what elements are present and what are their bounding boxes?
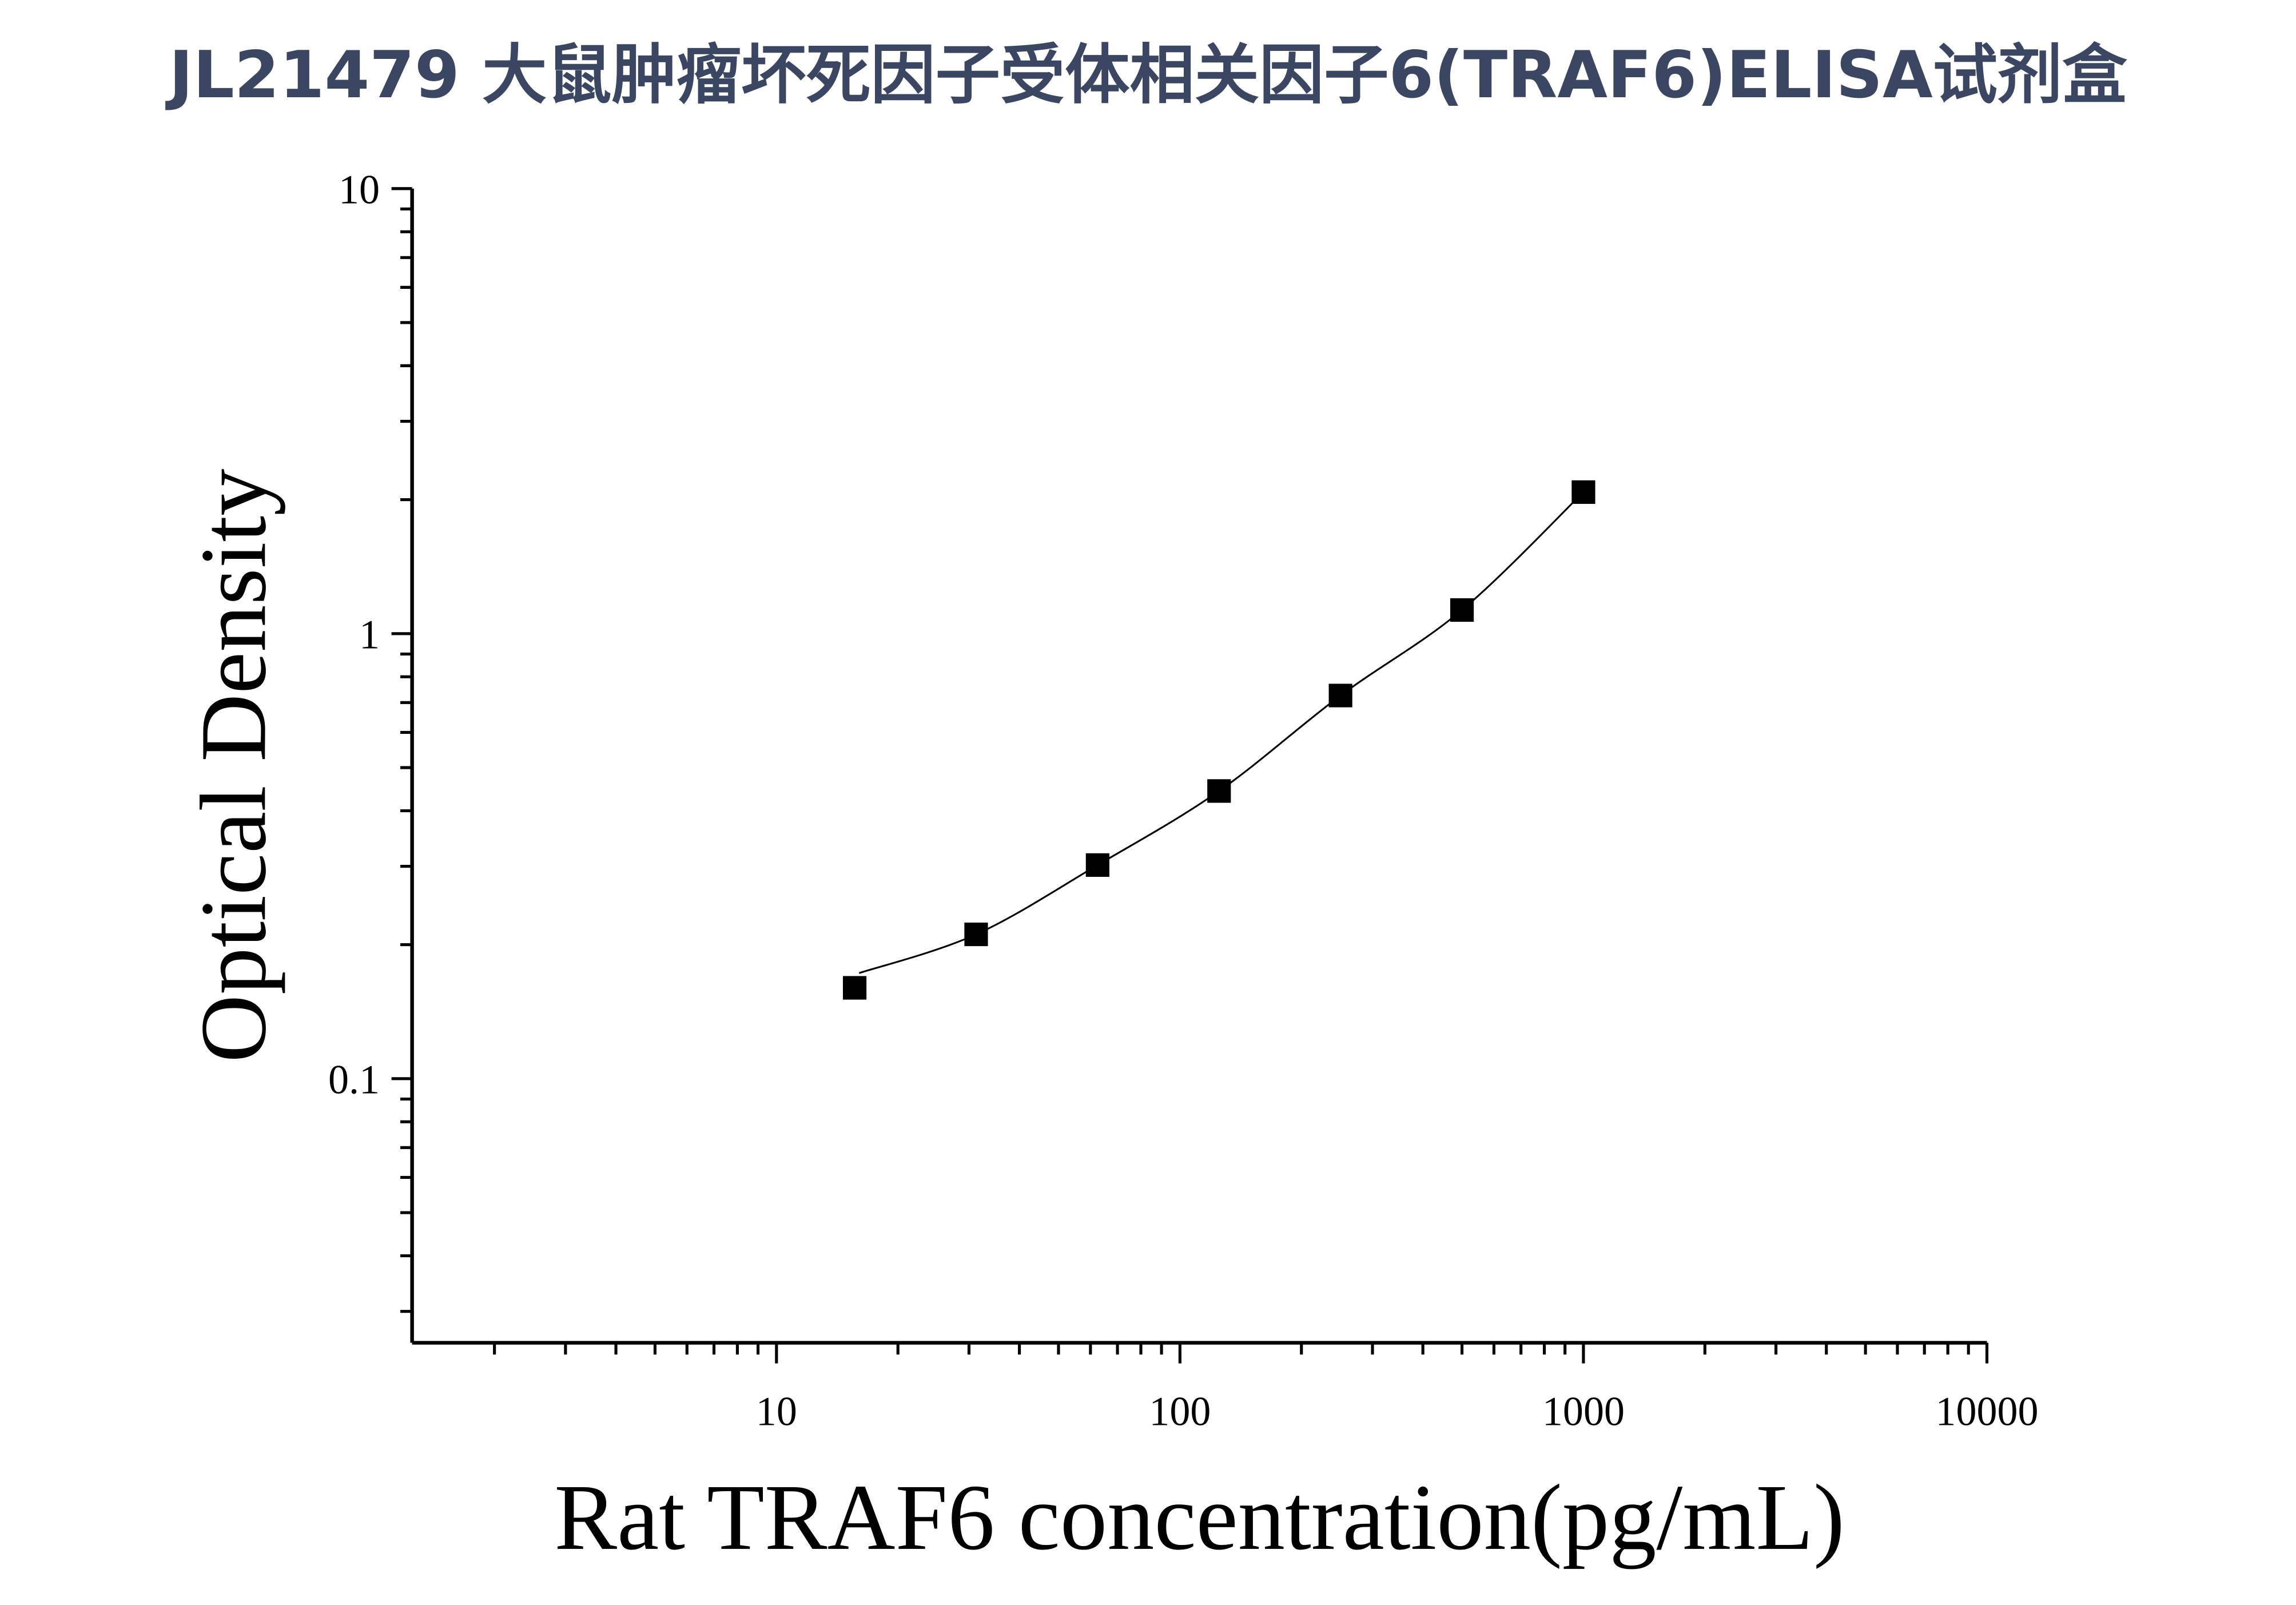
data-point: [1450, 598, 1474, 622]
data-points: [842, 480, 1595, 1000]
data-point: [1571, 480, 1595, 504]
y-axis-label: Optical Density: [181, 468, 285, 1062]
y-tick-label: 1: [359, 612, 380, 658]
data-point: [842, 976, 867, 1000]
data-point: [964, 922, 988, 947]
x-tick-label: 10: [756, 1389, 797, 1435]
data-point: [1085, 853, 1109, 877]
data-point: [1328, 684, 1352, 708]
y-tick-labels: 0.1 1 10: [328, 166, 380, 1102]
x-tick-label: 100: [1149, 1389, 1211, 1435]
y-tick-label: 0.1: [328, 1057, 380, 1103]
x-tick-labels: 10 100 1000 10000: [756, 1389, 2039, 1435]
chart-title: JL21479 大鼠肿瘤坏死因子受体相关因子6(TRAF6)ELISA试剂盒: [165, 37, 2128, 113]
y-tick-label: 10: [339, 166, 380, 212]
axes: [391, 187, 1989, 1364]
x-tick-label: 1000: [1542, 1389, 1625, 1435]
x-axis-label: Rat TRAF6 concentration(pg/mL): [554, 1465, 1845, 1570]
data-point: [1207, 779, 1231, 803]
fit-curve: [858, 491, 1585, 974]
x-tick-label: 10000: [1935, 1389, 2038, 1435]
